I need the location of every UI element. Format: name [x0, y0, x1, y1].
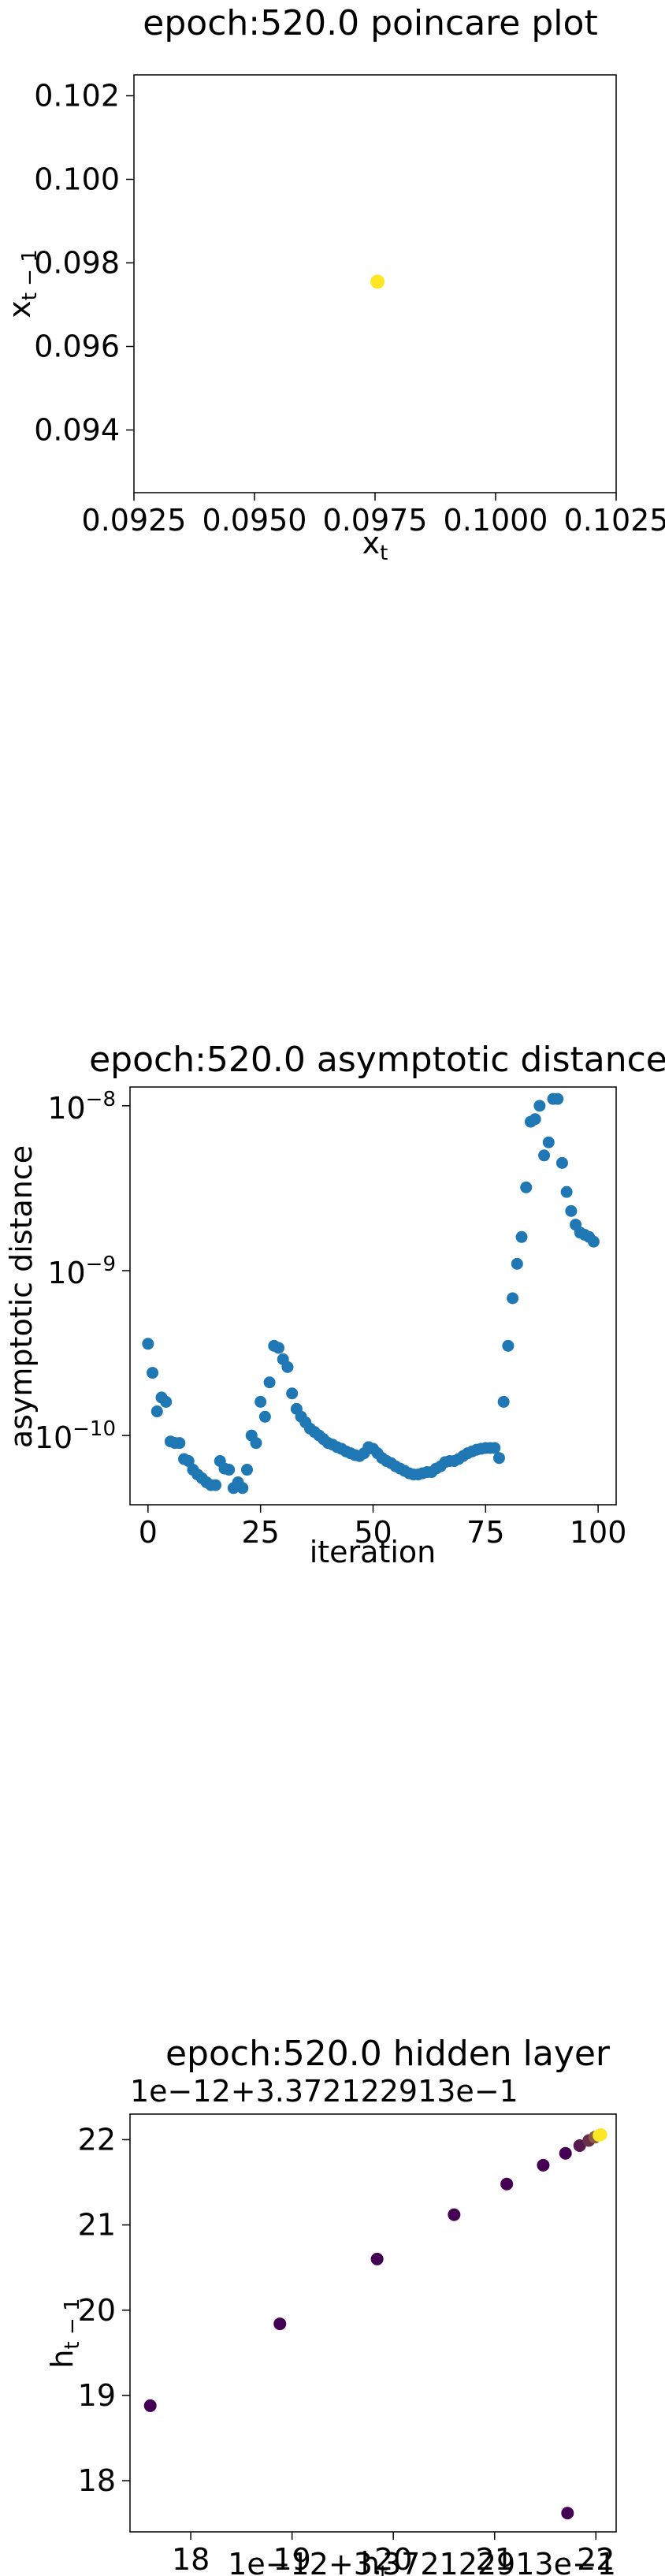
chart2-point	[281, 1361, 294, 1373]
chart1-y-tick-label: 0.102	[34, 79, 120, 114]
chart3-plot-frame	[129, 2113, 617, 2533]
chart3-y-tick-label: 19	[78, 2378, 116, 2413]
chart2-point	[555, 1156, 568, 1169]
chart2-point	[273, 1342, 285, 1354]
chart2-point	[552, 1093, 564, 1105]
chart2-point	[263, 1376, 276, 1389]
chart3-x-tick-label: 22	[577, 2542, 615, 2576]
chart2-point	[538, 1149, 551, 1162]
chart3-x-tick-label: 20	[374, 2542, 412, 2576]
chart2-point	[515, 1230, 528, 1243]
chart1-y-tick-label: 0.094	[34, 413, 120, 448]
chart1-x-tick-label: 0.0950	[202, 503, 307, 538]
chart2-points	[142, 1093, 600, 1495]
chart2-point	[150, 1405, 163, 1418]
chart2-point	[502, 1339, 515, 1352]
chart3-point	[273, 2317, 287, 2331]
chart3-y-ticks: 18 19 20 21 22	[78, 2122, 130, 2498]
chart1-y-tick-label: 0.098	[34, 246, 120, 281]
chart1-y-tick-label: 0.096	[34, 329, 120, 364]
chart3-point	[537, 2158, 550, 2172]
chart2-point	[223, 1464, 236, 1476]
chart2-point	[507, 1292, 519, 1305]
chart2-y-tick-label: 10−10	[35, 1417, 116, 1455]
chart2-point	[147, 1367, 159, 1379]
chart3-point	[143, 2399, 157, 2412]
chart2-point	[254, 1395, 267, 1408]
chart3-x-tick-label: 19	[273, 2542, 310, 2576]
chart1-x-tick-label: 0.0925	[82, 503, 187, 538]
chart1-y-ticks: 0.094 0.096 0.098 0.100 0.102	[34, 79, 134, 448]
chart2-point	[529, 1113, 541, 1126]
chart2-point	[250, 1437, 262, 1450]
chart2-y-tick-label: 10−8	[47, 1088, 116, 1126]
chart2-point	[560, 1186, 573, 1198]
chart2-y-tick-label: 10−9	[47, 1253, 116, 1290]
chart1-point	[370, 274, 385, 289]
chart2-point	[173, 1437, 186, 1450]
chart3-y-tick-label: 22	[78, 2122, 116, 2157]
chart3-points	[143, 2127, 607, 2520]
chart1-x-tick-label: 0.1000	[444, 503, 548, 538]
chart2-point	[520, 1181, 533, 1193]
chart3-y-tick-label: 20	[78, 2293, 116, 2328]
chart1-points	[370, 274, 385, 289]
chart2-x-tick-label: 100	[570, 1515, 627, 1550]
chart3-point	[561, 2507, 574, 2520]
chart3-y-label: ht − 1	[45, 2298, 84, 2368]
chart2-point	[492, 1452, 505, 1465]
hidden-layer-chart: epoch:520.0 hidden layer 1e−12+3.3721229…	[45, 2034, 617, 2576]
chart2-point	[497, 1395, 510, 1408]
chart1-y-tick-label: 0.100	[34, 162, 120, 197]
chart1-x-tick-label: 0.1025	[564, 503, 665, 538]
chart3-point	[559, 2146, 572, 2160]
chart2-point	[210, 1479, 222, 1491]
chart2-point	[182, 1455, 195, 1468]
chart3-x-tick-label: 18	[172, 2542, 210, 2576]
chart1-y-label: xt − 1	[2, 249, 42, 318]
chart3-point	[370, 2252, 384, 2265]
chart2-x-tick-label: 50	[354, 1515, 392, 1550]
chart2-x-label: iteration	[310, 1535, 437, 1569]
chart2-point	[533, 1100, 546, 1112]
chart2-point	[286, 1387, 299, 1400]
chart2-x-tick-label: 0	[139, 1515, 158, 1550]
chart2-title: epoch:520.0 asymptotic distance	[89, 1040, 665, 1080]
asymptotic-distance-chart: epoch:520.0 asymptotic distance 0 25 50 75 1…	[4, 1040, 665, 1569]
chart3-point	[448, 2208, 461, 2221]
chart2-point	[160, 1395, 173, 1408]
chart3-y-offset-label: 1e−12+3.372122913e−1	[130, 2074, 518, 2109]
chart3-x-offset-label: 1e−12+3.372122913e−1	[228, 2547, 616, 2576]
chart1-x-tick-label: 0.0975	[323, 503, 428, 538]
chart2-point	[241, 1464, 254, 1476]
chart3-x-tick-label: 21	[476, 2542, 514, 2576]
chart2-y-ticks: 10−10 10−9 10−8	[35, 1088, 130, 1455]
chart3-point	[500, 2177, 514, 2191]
chart2-point	[236, 1482, 249, 1495]
chart3-title: epoch:520.0 hidden layer	[165, 2034, 611, 2074]
chart1-title: epoch:520.0 poincare plot	[143, 3, 597, 43]
chart2-point	[511, 1257, 523, 1270]
chart3-y-tick-label: 18	[78, 2463, 116, 2498]
chart2-point	[565, 1204, 578, 1217]
chart3-x-ticks: 18 19 20 21 22	[172, 2532, 615, 2576]
poincare-plot-chart: epoch:520.0 poincare plot 0.0925 0.0950 0.…	[2, 3, 665, 565]
chart1-x-ticks: 0.0925 0.0950 0.0975 0.1000 0.1025	[82, 493, 665, 538]
chart2-x-tick-label: 25	[241, 1515, 279, 1550]
chart2-x-ticks: 0 25 50 75 100	[139, 1505, 627, 1550]
chart2-point	[258, 1410, 271, 1423]
chart2-y-label: asymptotic distance	[4, 1145, 39, 1448]
chart2-point	[542, 1136, 555, 1148]
chart2-point	[587, 1235, 600, 1248]
chart2-point	[142, 1338, 154, 1350]
chart2-point	[489, 1442, 501, 1454]
chart3-y-tick-label: 21	[78, 2208, 116, 2243]
chart3-point	[594, 2127, 607, 2141]
chart2-x-tick-label: 75	[466, 1515, 504, 1550]
